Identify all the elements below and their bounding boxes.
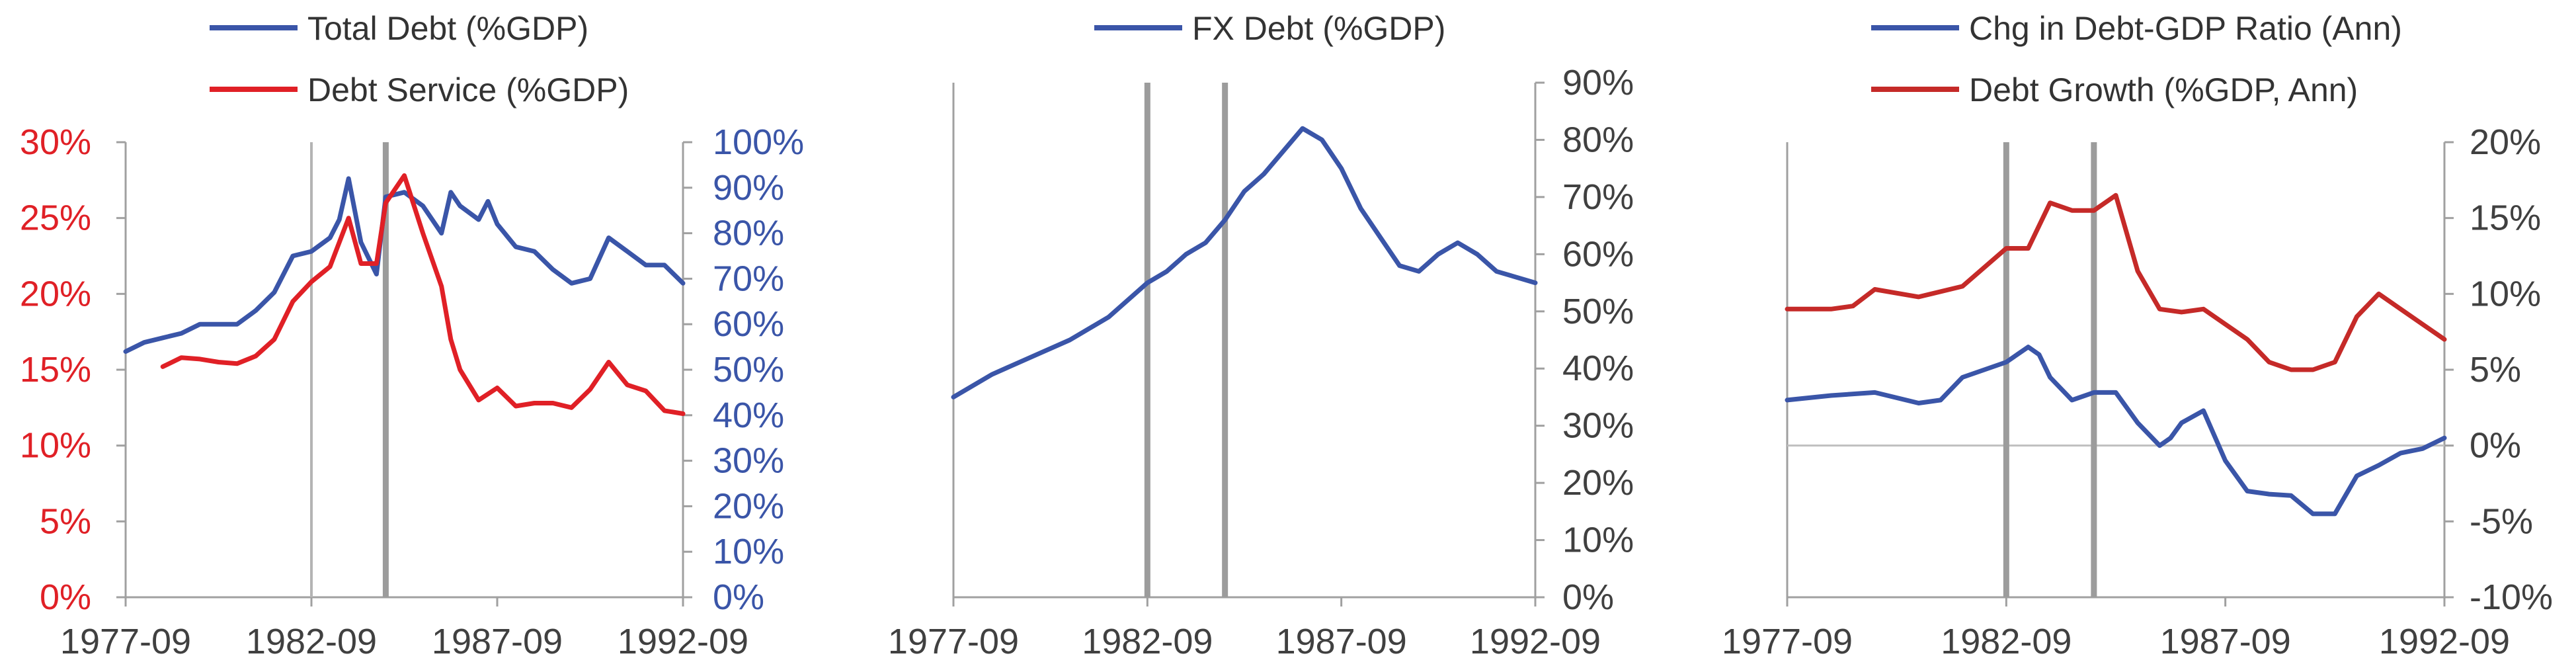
right-y-tick-label: -5% bbox=[2470, 501, 2533, 541]
right-y-tick-label: 50% bbox=[713, 350, 784, 390]
chart-panel-3: -10% -5% 0% 5% 10% 15% 20% 1977-09 1982-09 1987-0… bbox=[1722, 10, 2553, 661]
x-tick-label: 1987-09 bbox=[432, 622, 563, 661]
x-tick-label: 1987-09 bbox=[2160, 622, 2291, 661]
x-tick-label: 1992-09 bbox=[1470, 622, 1601, 661]
series-line-2 bbox=[160, 173, 686, 416]
x-tick-label: 1982-09 bbox=[1941, 622, 2072, 661]
x-tick-label: 1992-09 bbox=[618, 622, 748, 661]
right-y-tick-label: 60% bbox=[713, 304, 784, 344]
right-y-tick-label: 90% bbox=[1562, 63, 1634, 103]
right-y-tick-label: 100% bbox=[713, 122, 804, 162]
left-y-tick-label: 30% bbox=[20, 122, 91, 162]
right-y-tick-label: 0% bbox=[2470, 426, 2521, 466]
legend-label-2: Debt Growth (%GDP, Ann) bbox=[1969, 71, 2358, 108]
series-line-1 bbox=[123, 176, 686, 354]
left-y-tick-label: 20% bbox=[20, 274, 91, 314]
right-y-tick-label: 0% bbox=[713, 577, 764, 617]
right-y-tick-label: 5% bbox=[2470, 350, 2521, 390]
chart-panel-1: 0% 10% 20% 30% 40% 50% 60% 70% 80% 90% 100% 0% 5% 10%… bbox=[20, 10, 804, 661]
series-line-2 bbox=[1785, 192, 2447, 372]
legend-label-2: Debt Service (%GDP) bbox=[307, 71, 629, 108]
right-y-tick-label: 10% bbox=[713, 532, 784, 571]
x-tick-label: 1982-09 bbox=[246, 622, 377, 661]
legend-label-1: FX Debt (%GDP) bbox=[1192, 10, 1445, 47]
legend-label-1: Total Debt (%GDP) bbox=[307, 10, 588, 47]
right-y-tick-label: 20% bbox=[713, 486, 784, 526]
chart-panel-2: 0% 10% 20% 30% 40% 50% 60% 70% 80% 90% 1977-09 1982… bbox=[888, 10, 1634, 661]
right-y-tick-label: 10% bbox=[2470, 274, 2541, 314]
right-y-tick-label: 70% bbox=[1562, 177, 1634, 217]
right-y-tick-label: 60% bbox=[1562, 234, 1634, 274]
right-y-tick-label: 80% bbox=[1562, 120, 1634, 159]
x-tick-label: 1977-09 bbox=[888, 622, 1019, 661]
x-tick-label: 1992-09 bbox=[2379, 622, 2510, 661]
left-y-tick-label: 5% bbox=[40, 501, 91, 541]
left-y-tick-label: 25% bbox=[20, 198, 91, 238]
right-y-tick-label: 15% bbox=[2470, 198, 2541, 238]
right-y-tick-label: 10% bbox=[1562, 521, 1634, 560]
x-tick-label: 1977-09 bbox=[60, 622, 191, 661]
left-y-tick-label: 15% bbox=[20, 350, 91, 390]
right-y-tick-label: 20% bbox=[2470, 122, 2541, 162]
left-y-tick-label: 10% bbox=[20, 426, 91, 466]
x-tick-label: 1977-09 bbox=[1722, 622, 1853, 661]
series-line-1 bbox=[951, 126, 1538, 399]
left-y-tick-label: 0% bbox=[40, 577, 91, 617]
right-y-tick-label: 40% bbox=[1562, 349, 1634, 388]
right-y-tick-label: 80% bbox=[713, 214, 784, 253]
right-y-tick-label: -10% bbox=[2470, 577, 2553, 617]
right-y-tick-label: 40% bbox=[713, 396, 784, 435]
right-y-tick-label: 70% bbox=[713, 259, 784, 298]
right-y-tick-label: 20% bbox=[1562, 463, 1634, 503]
legend-label-1: Chg in Debt-GDP Ratio (Ann) bbox=[1969, 10, 2402, 47]
right-y-tick-label: 90% bbox=[713, 168, 784, 208]
x-tick-label: 1982-09 bbox=[1082, 622, 1213, 661]
right-y-tick-label: 0% bbox=[1562, 577, 1614, 617]
right-y-tick-label: 50% bbox=[1562, 292, 1634, 331]
series-line-1 bbox=[1785, 345, 2447, 517]
right-y-tick-label: 30% bbox=[1562, 406, 1634, 446]
right-y-tick-label: 30% bbox=[713, 441, 784, 481]
x-tick-label: 1987-09 bbox=[1276, 622, 1407, 661]
